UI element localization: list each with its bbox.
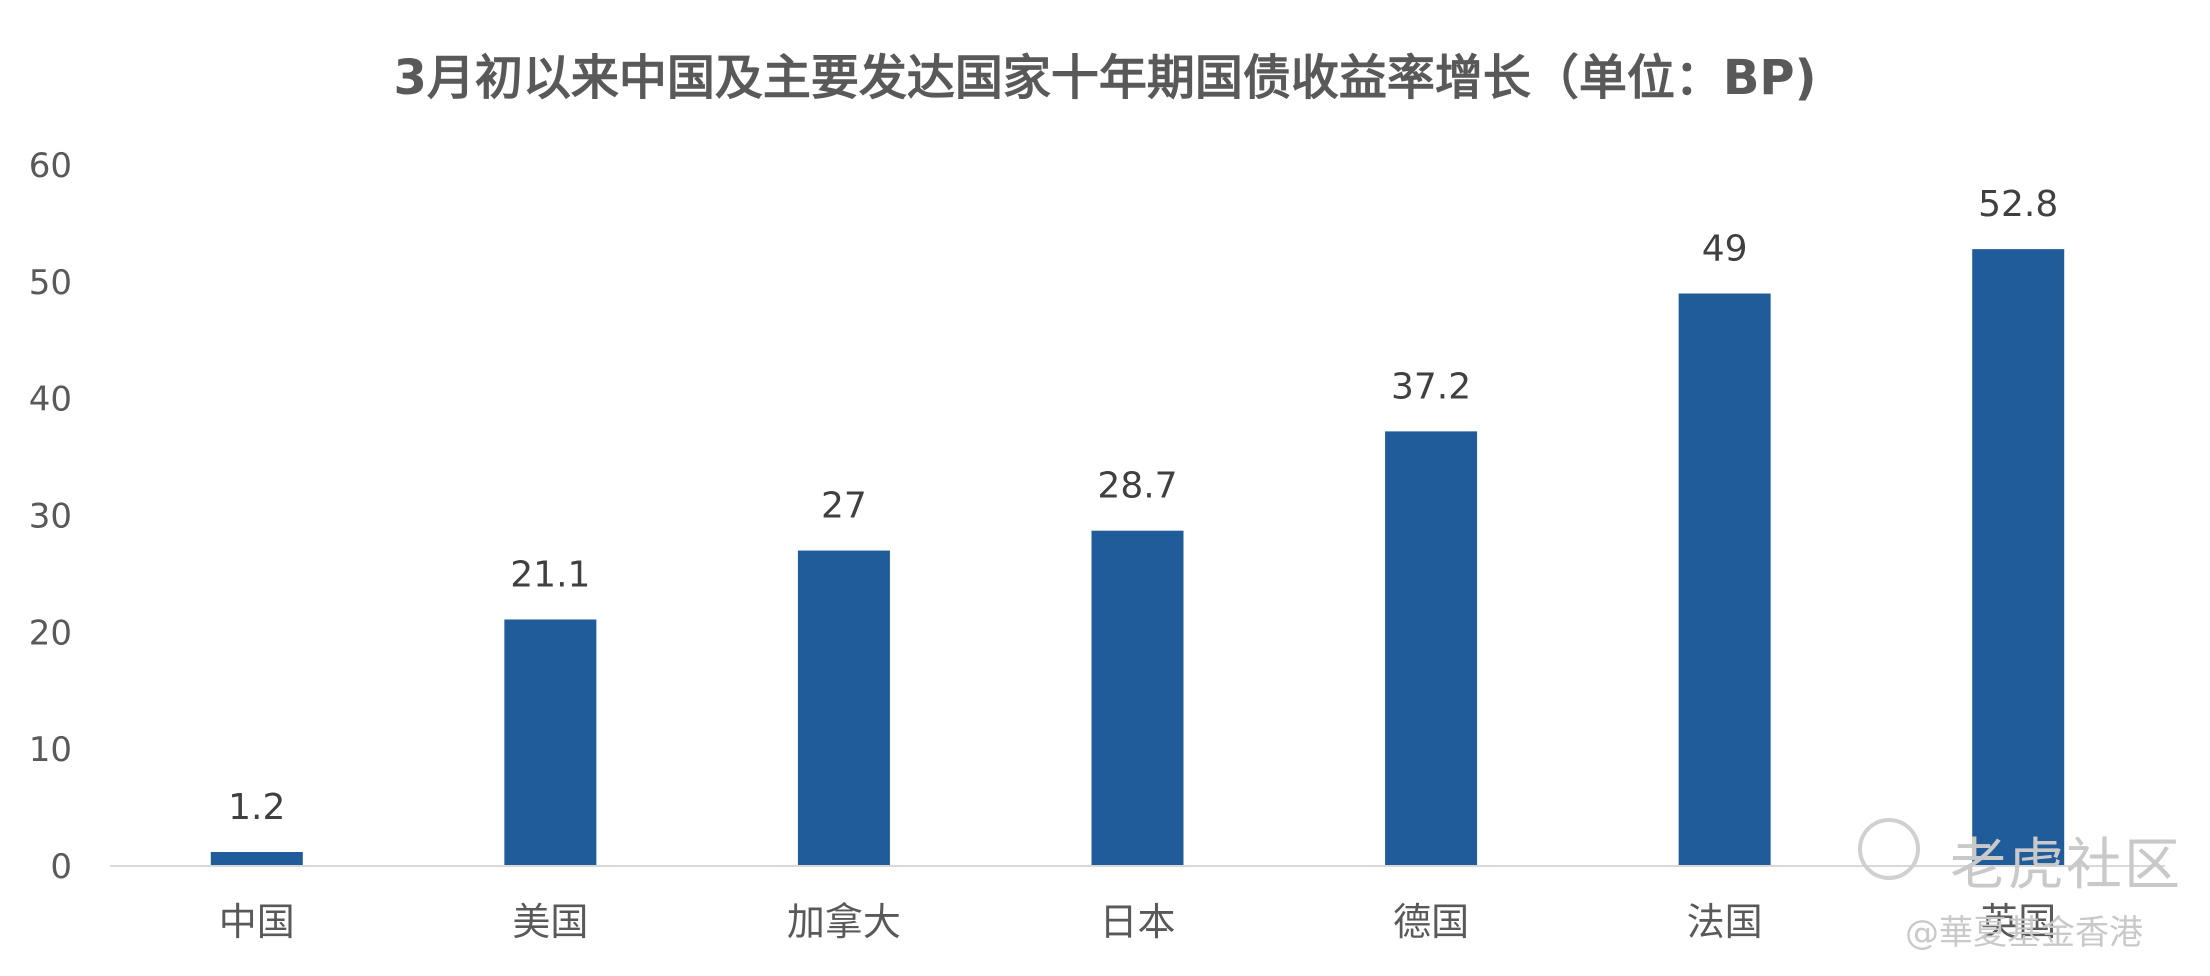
x-tick-label: 日本: [1099, 900, 1175, 944]
x-tick-label: 美国: [512, 900, 588, 944]
bar: [1091, 530, 1184, 866]
x-axis-ticks: 中国 美国 加拿大 日本 德国 法国 英国: [219, 900, 2056, 944]
y-tick-label: 50: [29, 263, 72, 303]
data-label: 28.7: [1097, 466, 1177, 507]
data-label: 21.1: [510, 554, 590, 595]
x-tick-label: 英国: [1980, 900, 2056, 944]
data-label: 27: [821, 486, 867, 527]
watermark-main: 老虎社区: [1950, 833, 2182, 898]
bars: [210, 249, 2065, 866]
x-tick-label: 中国: [219, 900, 295, 944]
y-tick-label: 30: [29, 497, 72, 537]
bar: [210, 851, 303, 866]
chart-title: 3月初以来中国及主要发达国家十年期国债收益率增长（单位：BP): [393, 50, 1817, 106]
data-label: 49: [1702, 229, 1748, 270]
bar: [797, 550, 890, 866]
bar: [1972, 249, 2065, 866]
bar: [1385, 431, 1478, 866]
data-labels: 1.2 21.1 27 28.7 37.2 49 52.8: [228, 184, 2058, 828]
bar: [504, 619, 597, 866]
y-tick-label: 20: [29, 613, 72, 653]
bar: [1678, 293, 1771, 866]
data-label: 37.2: [1391, 366, 1471, 407]
y-tick-label: 40: [29, 380, 72, 420]
x-tick-label: 加拿大: [787, 900, 901, 944]
watermark-logo-icon: [1858, 818, 1920, 880]
y-axis-ticks: 0 10 20 30 40 50 60: [29, 146, 72, 887]
x-tick-label: 法国: [1687, 900, 1763, 944]
x-tick-label: 德国: [1393, 900, 1469, 944]
data-label: 52.8: [1978, 184, 2058, 225]
y-tick-label: 60: [29, 146, 72, 186]
y-tick-label: 0: [50, 847, 72, 887]
watermark-sub: @華夏基金香港: [1905, 913, 2143, 953]
data-label: 1.2: [228, 787, 285, 828]
y-tick-label: 10: [29, 730, 72, 770]
